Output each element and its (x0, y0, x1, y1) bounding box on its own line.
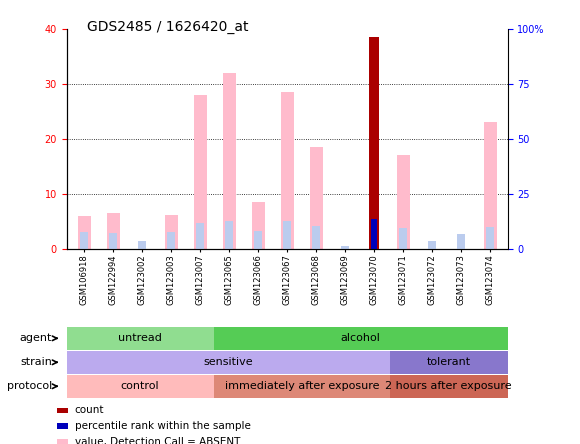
Bar (57, 439, 68, 444)
Bar (57, 408, 68, 413)
Bar (487, 227, 494, 249)
Bar (429, 241, 436, 249)
Bar (226, 221, 233, 249)
Bar (281, 92, 293, 249)
Bar (313, 226, 320, 249)
Bar (390, 351, 508, 374)
Bar (284, 221, 291, 249)
Text: alcohol: alcohol (340, 333, 380, 343)
Text: GDS2485 / 1626420_at: GDS2485 / 1626420_at (87, 20, 248, 34)
Text: 2 hours after exposure: 2 hours after exposure (386, 381, 512, 391)
Text: untread: untread (118, 333, 162, 343)
Text: count: count (75, 405, 104, 416)
Bar (168, 232, 175, 249)
Bar (400, 228, 407, 249)
Bar (67, 327, 213, 350)
Text: sensitive: sensitive (204, 357, 253, 367)
Bar (342, 246, 349, 249)
Bar (369, 37, 379, 249)
Bar (390, 375, 508, 398)
Text: tolerant: tolerant (427, 357, 471, 367)
Bar (110, 233, 117, 249)
Text: immediately after exposure: immediately after exposure (224, 381, 379, 391)
Bar (371, 219, 377, 249)
Bar (67, 375, 213, 398)
Bar (67, 351, 390, 374)
Bar (397, 155, 409, 249)
Text: strain: strain (20, 357, 52, 367)
Bar (223, 73, 235, 249)
Bar (255, 231, 262, 249)
Bar (139, 241, 146, 249)
Bar (165, 214, 177, 249)
Bar (81, 232, 88, 249)
Bar (484, 122, 496, 249)
Bar (310, 147, 322, 249)
Text: value, Detection Call = ABSENT: value, Detection Call = ABSENT (75, 436, 240, 444)
Text: control: control (121, 381, 160, 391)
Bar (57, 423, 68, 429)
Bar (252, 202, 264, 249)
Bar (107, 213, 119, 249)
Bar (197, 223, 204, 249)
Text: agent: agent (20, 333, 52, 343)
Bar (78, 216, 90, 249)
Bar (213, 327, 508, 350)
Bar (213, 375, 390, 398)
Bar (458, 234, 465, 249)
Text: percentile rank within the sample: percentile rank within the sample (75, 421, 251, 431)
Bar (194, 95, 206, 249)
Text: protocol: protocol (7, 381, 52, 391)
